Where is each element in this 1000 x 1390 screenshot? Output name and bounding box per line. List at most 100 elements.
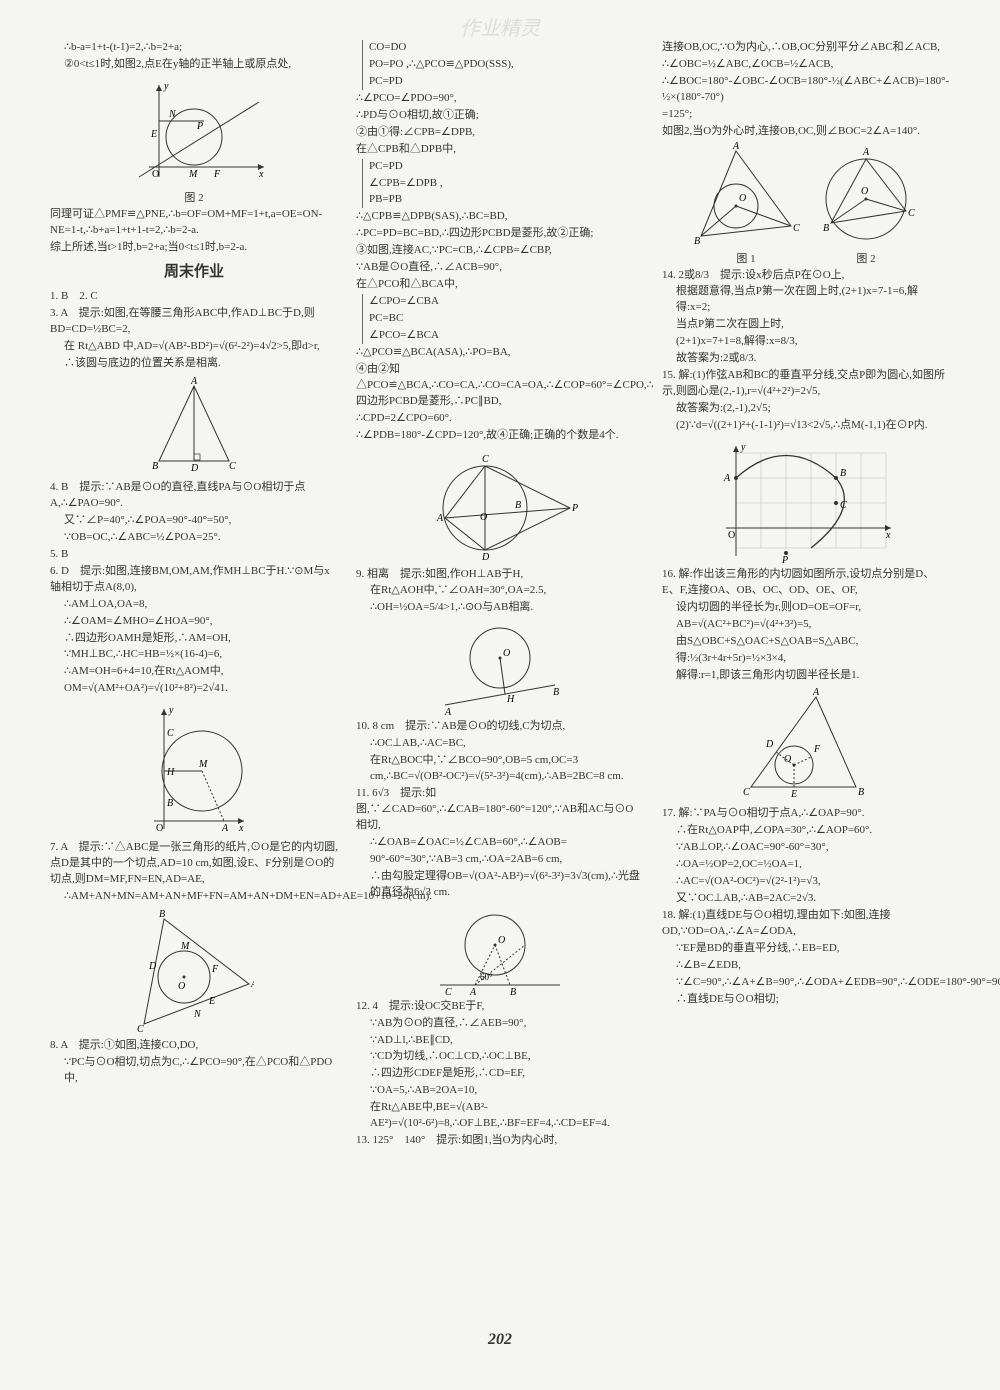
text-line: PC=BC bbox=[369, 311, 644, 327]
figure-label: 图 1 bbox=[691, 252, 801, 268]
text-line: ∵AD⊥l,∴BE∥CD, bbox=[356, 1033, 644, 1049]
text-line: 90°-60°=30°,∵AB=3 cm,∴OA=2AB=6 cm, bbox=[356, 852, 644, 868]
text-line: ∴AC=√(OA²-OC²)=√(2²-1²)=√3, bbox=[662, 874, 950, 890]
text-line: 在Rt△BOC中,∵∠BCO=90°,OB=5 cm,OC=3 cm,∴BC=√… bbox=[356, 753, 644, 785]
svg-text:B: B bbox=[515, 500, 521, 511]
answer-line: 18. 解:(1)直线DE与⊙O相切,理由如下:如图,连接OD,∵OD=OA,∴… bbox=[662, 908, 950, 940]
text-line: ∵AB为⊙O的直径,∴∠AEB=90°, bbox=[356, 1016, 644, 1032]
text-line: 在△PCO和△BCA中, bbox=[356, 277, 644, 293]
text-line: ∠CPB=∠DPB , bbox=[369, 176, 644, 192]
text-line: ∵OB=OC,∴∠ABC=½∠POA=25°. bbox=[50, 530, 338, 546]
text-line: ∠CPO=∠CBA bbox=[369, 294, 644, 310]
svg-text:P: P bbox=[196, 121, 203, 132]
svg-text:B: B bbox=[159, 909, 165, 920]
section-title: 周末作业 bbox=[50, 262, 338, 284]
svg-text:y: y bbox=[740, 442, 746, 453]
svg-text:N: N bbox=[168, 109, 177, 120]
answer-line: 3. A 提示:如图,在等腰三角形ABC中,作AD⊥BC于D,则BD=CD=½B… bbox=[50, 306, 338, 338]
text-line: ∴由勾股定理得OB=√(OA²-AB²)=√(6²-3²)=3√3(cm),∴光… bbox=[356, 869, 644, 901]
text-line: ∴AM=OH=6+4=10,在Rt△AOM中, bbox=[50, 664, 338, 680]
text-line: 在Rt△ABE中,BE=√(AB²-AE²)=√(10²-6²)=8,∴OF⊥B… bbox=[356, 1100, 644, 1132]
text-line: ②0<t≤1时,如图2,点E在y轴的正半轴上或原点处, bbox=[50, 57, 338, 73]
svg-text:C: C bbox=[167, 728, 174, 739]
svg-text:B: B bbox=[840, 468, 846, 479]
text-line: ∵OA=5,∴AB=2OA=10, bbox=[356, 1083, 644, 1099]
svg-text:F: F bbox=[211, 964, 219, 975]
text-line: 由S△OBC+S△OAC+S△OAB=S△ABC, bbox=[662, 634, 950, 650]
text-line: 故答案为:(2,-1),2√5; bbox=[662, 401, 950, 417]
answer-line: 16. 解:作出该三角形的内切圆如图所示,设切点分别是D、E、F,连接OA、OB… bbox=[662, 567, 950, 599]
text-line: ∵MH⊥BC,∴HC=HB=½×(16-4)=6, bbox=[50, 647, 338, 663]
answer-line: 10. 8 cm 提示:∵AB是⊙O的切线,C为切点, bbox=[356, 719, 644, 735]
svg-text:60°: 60° bbox=[480, 972, 493, 982]
svg-text:O: O bbox=[480, 512, 487, 523]
svg-text:O: O bbox=[152, 169, 159, 180]
svg-text:D: D bbox=[765, 739, 774, 750]
text-line: ∴∠PDB=180°-∠CPD=120°,故④正确;正确的个数是4个. bbox=[356, 428, 644, 444]
text-line: 在 Rt△ABD 中,AD=√(AB²-BD²)=√(6²-2²)=4√2>5,… bbox=[50, 339, 338, 355]
figure-incenter: A B C O bbox=[691, 141, 801, 246]
answer-line: 12. 4 提示:设OC交BE于F, bbox=[356, 999, 644, 1015]
svg-text:C: C bbox=[743, 787, 750, 798]
text-line: ∠PCO=∠BCA bbox=[369, 328, 644, 344]
text-line: 根据题意得,当点P第一次在圆上时,(2+1)x=7-1=6,解得:x=2; bbox=[662, 284, 950, 316]
answer-line: 13. 125° 140° 提示:如图1,当O为内心时, bbox=[356, 1133, 644, 1149]
svg-text:D: D bbox=[481, 552, 490, 563]
figure-label: 图 2 bbox=[811, 252, 921, 268]
text-line: 在Rt△AOH中,∵∠OAH=30°,OA=2.5, bbox=[356, 583, 644, 599]
text-line: ∴△CPB≌△DPB(SAS),∴BC=BD, bbox=[356, 209, 644, 225]
column-2: CO=DO PO=PO ,∴△PCO≌△PDO(SSS), PC=PD ∴∠PC… bbox=[356, 40, 644, 1320]
svg-text:A: A bbox=[732, 141, 740, 152]
svg-text:P: P bbox=[571, 503, 578, 514]
svg-text:O: O bbox=[156, 823, 163, 834]
figure-circumcenter: A B C O bbox=[811, 141, 921, 246]
text-line: PC=PD bbox=[369, 159, 644, 175]
text-line: ∵EF是BD的垂直平分线,∴EB=ED, bbox=[662, 941, 950, 957]
svg-text:A: A bbox=[190, 376, 198, 387]
text-line: ∴OC⊥AB,∴AC=BC, bbox=[356, 736, 644, 752]
text-line: 设内切圆的半径长为r,则OD=OE=OF=r, bbox=[662, 600, 950, 616]
text-line: ∴直线DE与⊙O相切; bbox=[662, 992, 950, 1008]
text-line: ∴∠BOC=180°-∠OBC-∠OCB=180°-½(∠ABC+∠ACB)=1… bbox=[662, 74, 950, 106]
svg-text:A: A bbox=[436, 513, 444, 524]
answer-line: 4. B 提示:∵AB是⊙O的直径,直线PA与⊙O相切于点A,∴∠PAO=90°… bbox=[50, 480, 338, 512]
text-line: 如图2,当O为外心时,连接OB,OC,则∠BOC=2∠A=140°. bbox=[662, 124, 950, 140]
figure-circle-tangent-axes: O M C H B x y A bbox=[139, 701, 249, 836]
svg-text:B: B bbox=[510, 987, 516, 995]
svg-text:H: H bbox=[166, 767, 175, 778]
svg-text:C: C bbox=[229, 461, 236, 472]
text-line: ∴CPD=2∠CPO=60°. bbox=[356, 411, 644, 427]
text-line: 得:½(3r+4r+5r)=½×3×4, bbox=[662, 651, 950, 667]
answer-line: 9. 相离 提示:如图,作OH⊥AB于H, bbox=[356, 567, 644, 583]
text-line: ∴∠OAB=∠OAC=½∠CAB=60°,∴∠AOB= bbox=[356, 835, 644, 851]
text-line: ③如图,连接AC,∵PC=CB,∴∠CPB=∠CBP, bbox=[356, 243, 644, 259]
svg-text:C: C bbox=[482, 454, 489, 465]
text-line: ∴OA=½OP=2,OC=½OA=1, bbox=[662, 857, 950, 873]
text-line: 又∵∠P=40°,∴∠POA=90°-40°=50°, bbox=[50, 513, 338, 529]
svg-text:x: x bbox=[238, 823, 244, 834]
answer-line: 11. 6√3 提示:如图,∵∠CAD=60°,∴∠CAB=180°-60°=1… bbox=[356, 786, 644, 834]
svg-text:O: O bbox=[178, 981, 185, 992]
svg-text:B: B bbox=[167, 798, 173, 809]
svg-text:M: M bbox=[198, 759, 208, 770]
svg-text:D: D bbox=[148, 961, 157, 972]
figure-isoceles-triangle: A B D C bbox=[144, 376, 244, 476]
svg-text:D: D bbox=[190, 463, 199, 474]
svg-text:O: O bbox=[784, 754, 791, 765]
figure-circle-tangent-60: O A B C 60° bbox=[430, 905, 570, 995]
text-line: 同理可证△PMF≌△PNE,∴b=OF=OM+MF=1+t,a=OE=ON-NE… bbox=[50, 207, 338, 239]
svg-text:E: E bbox=[790, 789, 797, 800]
figure-triangle-incircle: B C A O M F N D E bbox=[134, 909, 254, 1034]
text-line: 连接OB,OC,∵O为内心,∴OB,OC分别平分∠ABC和∠ACB, bbox=[662, 40, 950, 56]
svg-text:M: M bbox=[180, 941, 190, 952]
figure-circle-chord: O A B H bbox=[435, 620, 565, 715]
svg-text:C: C bbox=[445, 987, 452, 995]
figure-grid-circle: A B C P O x y bbox=[716, 438, 896, 563]
figure-right-triangle-incircle: A C B O D E F bbox=[736, 687, 876, 802]
answer-line: 7. A 提示:∵△ABC是一张三角形的纸片,⊙O是它的内切圆,点D是其中的一个… bbox=[50, 840, 338, 888]
text-line: ∴△PCO≌△BCA(ASA),∴PO=BA, bbox=[356, 345, 644, 361]
svg-text:C: C bbox=[840, 500, 847, 511]
svg-text:y: y bbox=[163, 81, 169, 92]
svg-text:O: O bbox=[728, 530, 735, 541]
figure-label: 图 2 bbox=[50, 191, 338, 207]
